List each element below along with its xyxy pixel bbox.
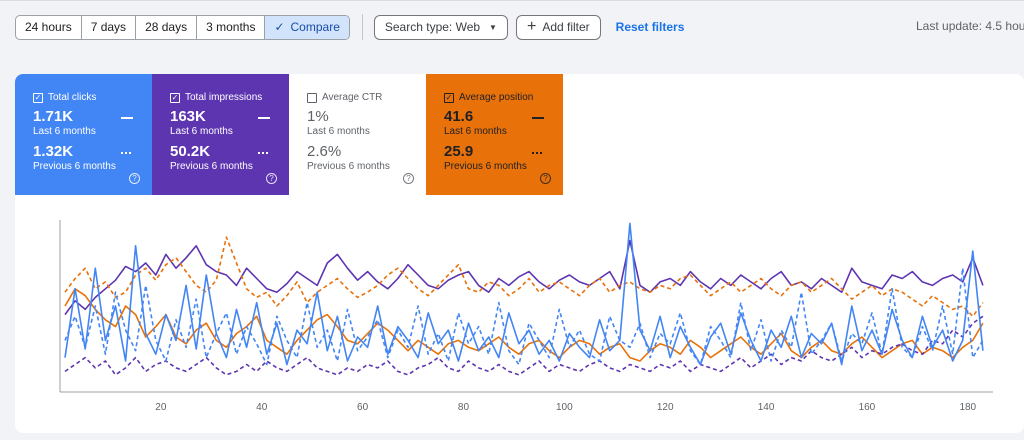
metric-average-ctr[interactable]: Average CTR 1% Last 6 months 2.6% Previo… xyxy=(289,74,426,195)
range-28-days[interactable]: 28 days xyxy=(136,15,198,39)
metric-prev-period: Previous 6 months xyxy=(307,161,390,172)
x-tick-label: 140 xyxy=(758,402,775,413)
metric-prev-value: 1.32K xyxy=(33,143,74,160)
metric-header: ✓ Total impressions xyxy=(170,92,289,103)
metric-value: 163K xyxy=(170,108,206,125)
metric-total-impressions[interactable]: ✓ Total impressions 163K Last 6 months 5… xyxy=(152,74,289,195)
add-filter-button[interactable]: + Add filter xyxy=(515,14,601,40)
metric-value: 41.6 xyxy=(444,108,474,125)
range-7-days[interactable]: 7 days xyxy=(82,15,137,39)
metric-prev-value: 25.9 xyxy=(444,143,474,160)
reset-filters-link[interactable]: Reset filters xyxy=(615,20,685,34)
metric-title: Total clicks xyxy=(48,92,97,103)
performance-card: ✓ Total clicks 1.71K Last 6 months 1.32K… xyxy=(15,74,1024,433)
x-tick-label: 160 xyxy=(859,402,876,413)
metric-average-position[interactable]: ✓ Average position 41.6 Last 6 months 25… xyxy=(426,74,563,195)
range-24-hours[interactable]: 24 hours xyxy=(16,15,82,39)
x-tick-label: 100 xyxy=(556,402,573,413)
x-tick-label: 60 xyxy=(357,402,369,413)
metric-prev-period: Previous 6 months xyxy=(170,161,253,172)
metric-prev-value: 50.2K xyxy=(170,143,211,160)
metric-value: 1% xyxy=(307,108,329,125)
metric-value: 1.71K xyxy=(33,108,74,125)
metric-prev-value: 2.6% xyxy=(307,143,342,160)
checkbox-icon[interactable]: ✓ xyxy=(33,92,43,103)
date-range-selector: 24 hours 7 days 28 days 3 months ✓ Compa… xyxy=(15,14,350,40)
metric-header: Average CTR xyxy=(307,92,426,103)
x-tick-label: 180 xyxy=(959,402,976,413)
metric-period: Last 6 months xyxy=(444,126,507,137)
search-type-dropdown[interactable]: Search type: Web ▼ xyxy=(373,14,508,40)
x-tick-label: 120 xyxy=(657,402,674,413)
checkbox-icon[interactable]: ✓ xyxy=(170,92,180,103)
top-divider xyxy=(0,0,1024,1)
help-icon[interactable]: ? xyxy=(540,173,551,184)
last-update-text: Last update: 4.5 hours ag xyxy=(916,19,1024,33)
help-icon[interactable]: ? xyxy=(129,173,140,184)
metric-title: Total impressions xyxy=(185,92,263,103)
dashed-line-icon xyxy=(121,152,133,154)
x-tick-label: 20 xyxy=(155,402,167,413)
performance-chart: 20 40 60 80 100 120 140 160 180 xyxy=(59,220,993,413)
metric-period: Last 6 months xyxy=(307,126,370,137)
plus-icon: + xyxy=(526,18,537,35)
checkbox-icon[interactable] xyxy=(307,92,317,103)
metric-total-clicks[interactable]: ✓ Total clicks 1.71K Last 6 months 1.32K… xyxy=(15,74,152,195)
add-filter-label: Add filter xyxy=(542,20,590,34)
metric-header: ✓ Average position xyxy=(444,92,563,103)
series-line-3 xyxy=(64,315,984,376)
range-3-months[interactable]: 3 months xyxy=(197,15,266,39)
dashed-line-icon xyxy=(532,152,544,154)
metric-title: Average position xyxy=(459,92,534,103)
caret-down-icon: ▼ xyxy=(489,22,497,32)
compare-label: Compare xyxy=(290,20,340,34)
toolbar-divider xyxy=(361,14,363,40)
help-icon[interactable]: ? xyxy=(266,173,277,184)
x-tick-label: 40 xyxy=(256,402,268,413)
series-line-1 xyxy=(64,288,984,362)
dashed-line-icon xyxy=(258,152,270,154)
metric-prev-period: Previous 6 months xyxy=(33,161,116,172)
solid-line-icon xyxy=(532,117,544,119)
checkmark-icon: ✓ xyxy=(274,20,285,34)
metric-title: Average CTR xyxy=(322,92,383,103)
solid-line-icon xyxy=(121,117,133,119)
help-icon[interactable]: ? xyxy=(403,173,414,184)
metric-header: ✓ Total clicks xyxy=(33,92,152,103)
metric-period: Last 6 months xyxy=(170,126,233,137)
metric-prev-period: Previous 6 months xyxy=(444,161,527,172)
solid-line-icon xyxy=(258,117,270,119)
series-line-4 xyxy=(64,222,984,366)
checkbox-icon[interactable]: ✓ xyxy=(444,92,454,103)
filter-toolbar: 24 hours 7 days 28 days 3 months ✓ Compa… xyxy=(15,13,1024,41)
metric-period: Last 6 months xyxy=(33,126,96,137)
series-line-2 xyxy=(64,236,984,318)
compare-button[interactable]: ✓ Compare xyxy=(265,15,349,39)
series-line-5 xyxy=(64,267,984,366)
search-type-label: Search type: Web xyxy=(384,20,481,34)
x-tick-label: 80 xyxy=(458,402,470,413)
